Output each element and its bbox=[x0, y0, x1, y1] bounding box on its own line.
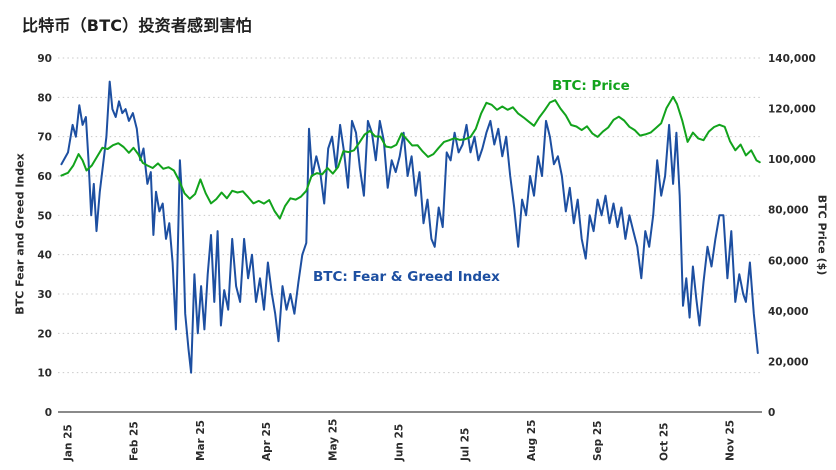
right-axis-tick-label: 100,000 bbox=[768, 154, 816, 166]
left-axis-tick-label: 20 bbox=[37, 328, 52, 340]
x-axis-tick-label: Jul 25 bbox=[460, 428, 472, 462]
x-axis-tick-label: Feb 25 bbox=[129, 421, 141, 461]
left-axis-tick-label: 30 bbox=[37, 289, 52, 301]
x-axis-tick-label: Mar 25 bbox=[195, 420, 207, 461]
x-axis-tick-label: Jun 25 bbox=[394, 424, 406, 462]
left-axis-tick-label: 70 bbox=[37, 132, 52, 144]
x-axis-tick-label: Nov 25 bbox=[725, 420, 737, 461]
right-axis-tick-label: 140,000 bbox=[768, 53, 816, 65]
x-axis-tick-label: Sep 25 bbox=[592, 421, 604, 461]
right-axis-tick-label: 120,000 bbox=[768, 104, 816, 116]
right-axis-tick-label: 0 bbox=[768, 407, 775, 419]
left-axis-title: BTC Fear and Greed Index bbox=[13, 153, 27, 315]
right-axis-tick-label: 20,000 bbox=[768, 356, 809, 368]
right-axis-title: BTC Price ($) bbox=[815, 194, 829, 276]
left-axis-tick-label: 60 bbox=[37, 171, 52, 183]
x-axis-tick-label: May 25 bbox=[327, 419, 339, 461]
x-axis-tick-label: Apr 25 bbox=[261, 422, 273, 461]
right-axis-tick-label: 80,000 bbox=[768, 205, 809, 217]
x-axis-tick-label: Jan 25 bbox=[63, 424, 75, 462]
left-axis-tick-label: 90 bbox=[37, 53, 52, 65]
right-axis-tick-label: 40,000 bbox=[768, 306, 809, 318]
left-axis-tick-label: 40 bbox=[37, 250, 52, 262]
left-axis-tick-label: 80 bbox=[37, 92, 52, 104]
left-axis-tick-label: 0 bbox=[45, 407, 52, 419]
series-line-price bbox=[60, 95, 761, 220]
legend-fear-greed-label: BTC: Fear & Greed Index bbox=[313, 269, 500, 285]
x-axis-tick-label: Oct 25 bbox=[658, 423, 670, 461]
legend-price-label: BTC: Price bbox=[552, 78, 630, 94]
chart-title: 比特币（BTC）投资者感到害怕 bbox=[22, 16, 252, 35]
left-axis-tick-label: 50 bbox=[37, 210, 52, 222]
right-axis-tick-label: 60,000 bbox=[768, 255, 809, 267]
series-line-fear-greed bbox=[60, 80, 759, 374]
x-axis-tick-label: Aug 25 bbox=[526, 420, 538, 461]
left-axis-tick-label: 10 bbox=[37, 368, 52, 380]
